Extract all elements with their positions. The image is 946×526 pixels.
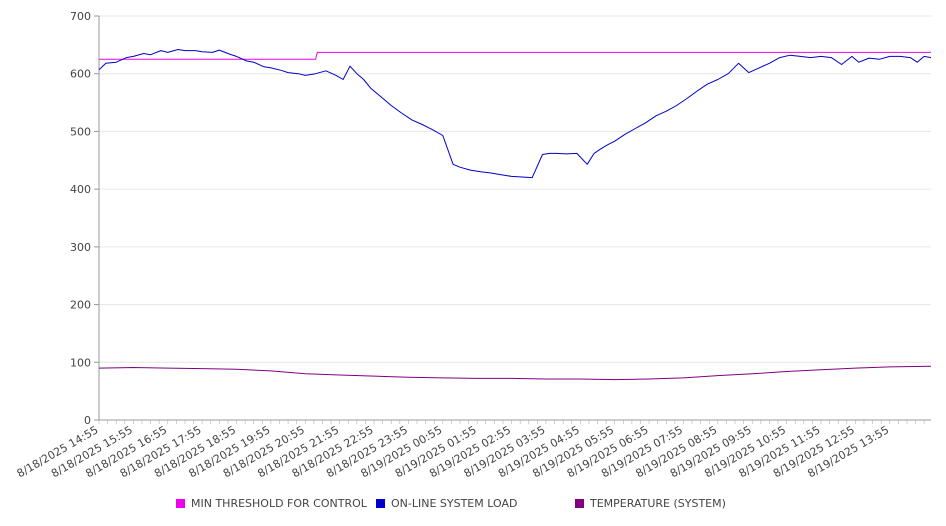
legend-swatch-temperature (575, 499, 584, 508)
y-tick-label: 400 (70, 183, 91, 196)
series-line-temperature (98, 365, 932, 381)
y-tick-label: 0 (84, 414, 91, 427)
legend-item-temperature[interactable]: TEMPERATURE (SYSTEM) (575, 497, 726, 510)
legend-item-system-load[interactable]: ON-LINE SYSTEM LOAD (376, 497, 517, 510)
grid-lines (99, 15, 931, 363)
legend-label-min-threshold: MIN THRESHOLD FOR CONTROL (191, 497, 367, 510)
legend-label-temperature: TEMPERATURE (SYSTEM) (590, 497, 726, 510)
y-tick-label: 200 (70, 299, 91, 312)
y-axis-tick-labels: 0 100 200 300 400 500 600 700 (70, 10, 91, 427)
y-tick-label: 500 (70, 125, 91, 138)
x-axis-tick-labels: 8/18/2025 14:558/18/2025 15:558/18/2025 … (15, 423, 892, 480)
y-tick-label: 700 (70, 10, 91, 23)
y-tick-label: 100 (70, 356, 91, 369)
y-tick-label: 600 (70, 68, 91, 81)
series-line-system-load (98, 49, 932, 179)
legend-label-system-load: ON-LINE SYSTEM LOAD (391, 497, 518, 510)
legend-swatch-min-threshold (176, 499, 185, 508)
axes (94, 15, 931, 424)
series-line-min-threshold (99, 51, 931, 60)
legend-item-min-threshold[interactable]: MIN THRESHOLD FOR CONTROL (176, 497, 367, 510)
legend-swatch-system-load (376, 499, 385, 508)
series-lines (98, 49, 932, 381)
y-tick-label: 300 (70, 241, 91, 254)
legend: MIN THRESHOLD FOR CONTROL ON-LINE SYSTEM… (0, 497, 946, 515)
